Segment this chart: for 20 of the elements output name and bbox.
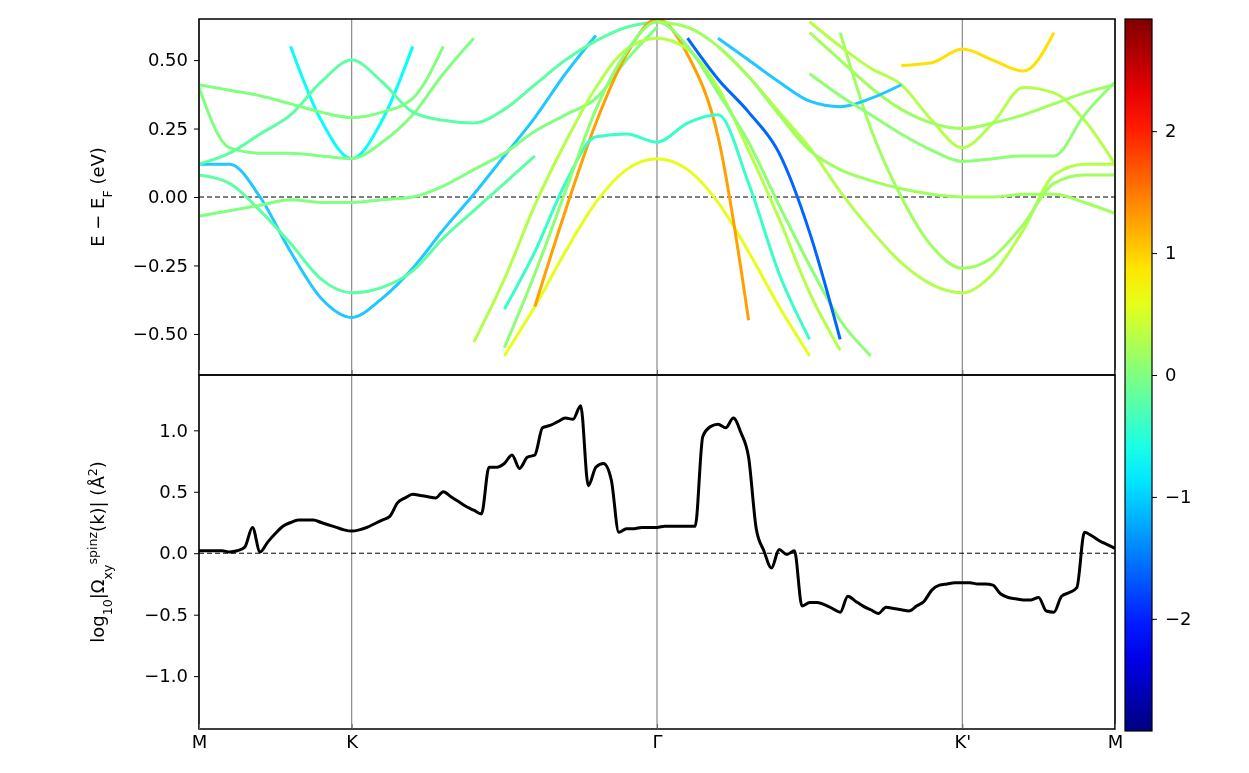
x-tick-label: M bbox=[191, 730, 208, 752]
y-tick-label: 1.0 bbox=[159, 419, 188, 441]
y-tick-label: 0.0 bbox=[159, 542, 188, 564]
color-bar-label: −2 bbox=[1165, 608, 1192, 630]
x-tick-label: K' bbox=[954, 730, 972, 752]
y-tick-label: 0.25 bbox=[147, 117, 188, 139]
y-tick-label: −0.50 bbox=[132, 323, 188, 345]
y-tick-label: −0.25 bbox=[132, 254, 188, 276]
x-tick-label: K bbox=[346, 730, 360, 752]
color-bar-label: 0 bbox=[1165, 364, 1177, 386]
color-bar-label: 2 bbox=[1165, 120, 1177, 142]
y-tick-label: 0.00 bbox=[147, 186, 188, 208]
y-tick-label: −1.0 bbox=[144, 665, 188, 687]
color-bar-label: 1 bbox=[1165, 242, 1177, 264]
x-tick-label: M bbox=[1107, 730, 1124, 752]
y-tick-label: −0.5 bbox=[144, 603, 188, 625]
color-bar-label: −1 bbox=[1165, 486, 1192, 508]
y-tick-label: 0.50 bbox=[147, 49, 188, 71]
y-tick-label: 0.5 bbox=[159, 481, 188, 503]
x-tick-label: Γ bbox=[652, 730, 663, 752]
